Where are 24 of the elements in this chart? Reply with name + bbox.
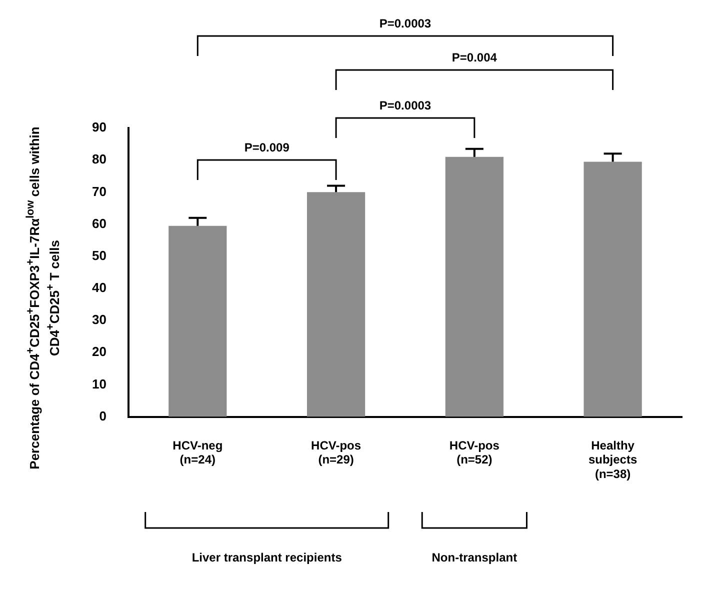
y-tick-label: 10 bbox=[92, 376, 106, 392]
y-tick-label: 60 bbox=[92, 216, 106, 231]
bar bbox=[445, 156, 504, 417]
text: P=0.004 bbox=[452, 50, 498, 64]
bar bbox=[306, 192, 366, 417]
text: P=0.0003 bbox=[379, 98, 432, 112]
y-tick-label: 80 bbox=[92, 152, 106, 167]
x-tick-label: HCV-pos (n=29) bbox=[311, 438, 362, 467]
bar bbox=[168, 226, 227, 417]
y-tick-label: 20 bbox=[92, 344, 106, 360]
bar bbox=[584, 162, 642, 417]
text: Liver transplant recipients bbox=[192, 550, 342, 564]
text: Non-transplant bbox=[432, 550, 518, 564]
y-tick-label: 50 bbox=[92, 248, 106, 263]
annotation: P=0.009 bbox=[244, 140, 290, 154]
x-tick-label: HCV-pos (n=52) bbox=[449, 438, 500, 467]
text: P=0.0003 bbox=[379, 16, 432, 30]
x-tick-label: Healthy subjects (n=38) bbox=[588, 438, 638, 482]
y-tick-label: 70 bbox=[92, 184, 106, 199]
y-tick-label: 40 bbox=[92, 280, 106, 296]
y-tick-label: 30 bbox=[92, 312, 106, 328]
y-tick-label: 0 bbox=[99, 408, 106, 424]
x-tick-label: HCV-neg (n=24) bbox=[172, 438, 223, 467]
y-tick-label: 90 bbox=[92, 120, 106, 135]
